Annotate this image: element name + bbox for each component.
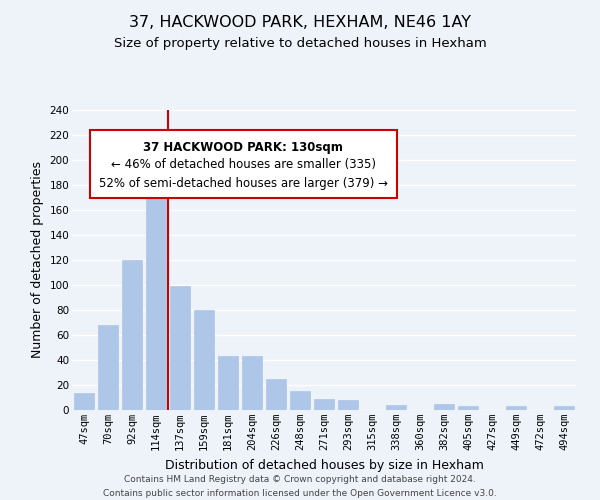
- FancyBboxPatch shape: [89, 130, 397, 198]
- Y-axis label: Number of detached properties: Number of detached properties: [31, 162, 44, 358]
- Text: Size of property relative to detached houses in Hexham: Size of property relative to detached ho…: [113, 38, 487, 51]
- Text: 52% of semi-detached houses are larger (379) →: 52% of semi-detached houses are larger (…: [99, 178, 388, 190]
- Bar: [338, 400, 358, 410]
- Bar: [266, 379, 286, 410]
- Bar: [458, 406, 478, 410]
- Bar: [386, 405, 406, 410]
- Text: 37, HACKWOOD PARK, HEXHAM, NE46 1AY: 37, HACKWOOD PARK, HEXHAM, NE46 1AY: [129, 15, 471, 30]
- X-axis label: Distribution of detached houses by size in Hexham: Distribution of detached houses by size …: [164, 458, 484, 471]
- Bar: [122, 260, 142, 410]
- Bar: [194, 310, 214, 410]
- Bar: [554, 406, 574, 410]
- Bar: [146, 169, 166, 410]
- Text: ← 46% of detached houses are smaller (335): ← 46% of detached houses are smaller (33…: [111, 158, 376, 171]
- Bar: [98, 325, 118, 410]
- Bar: [506, 406, 526, 410]
- Text: Contains HM Land Registry data © Crown copyright and database right 2024.
Contai: Contains HM Land Registry data © Crown c…: [103, 476, 497, 498]
- Bar: [170, 286, 190, 410]
- Bar: [74, 392, 94, 410]
- Bar: [290, 391, 310, 410]
- Bar: [434, 404, 454, 410]
- Text: 37 HACKWOOD PARK: 130sqm: 37 HACKWOOD PARK: 130sqm: [143, 142, 343, 154]
- Bar: [242, 356, 262, 410]
- Bar: [314, 399, 334, 410]
- Bar: [218, 356, 238, 410]
